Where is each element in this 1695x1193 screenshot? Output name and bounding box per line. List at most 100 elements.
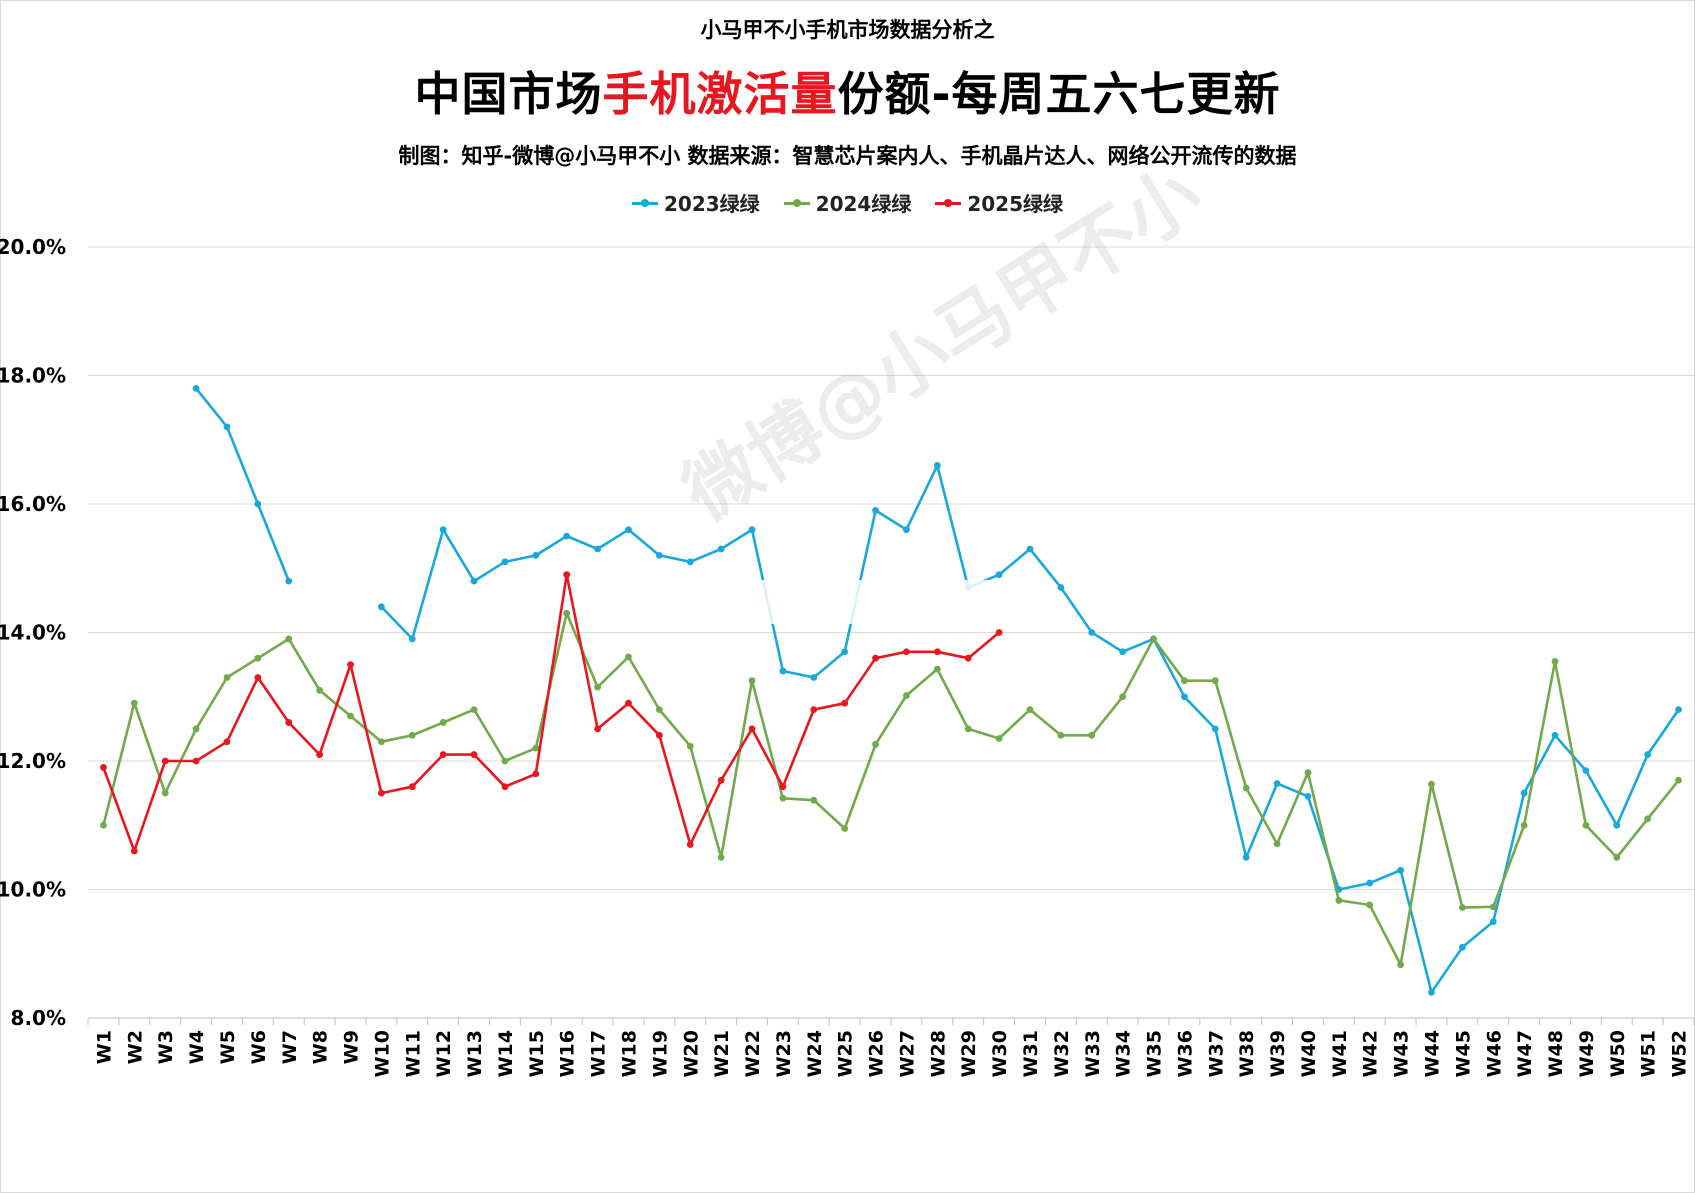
chart-credit: 制图：知乎-微博@小马甲不小 数据来源：智慧芯片案内人、手机晶片达人、网络公开流… [398, 144, 1297, 168]
data-point-0 [1211, 725, 1219, 733]
data-point-0 [903, 526, 910, 534]
data-point-0 [841, 648, 849, 656]
data-point-1 [903, 692, 910, 699]
data-point-0 [686, 558, 694, 566]
legend-swatch-2024 [783, 197, 810, 209]
x-tick-label: W46 [1483, 1030, 1505, 1077]
data-point-2 [779, 783, 787, 791]
data-point-2 [161, 757, 169, 765]
data-point-1 [1520, 821, 1528, 829]
data-point-1 [378, 738, 385, 746]
x-tick-label: W27 [896, 1030, 918, 1077]
x-tick-label: W35 [1144, 1030, 1166, 1077]
x-tick-label: W4 [186, 1030, 208, 1064]
data-point-1 [748, 677, 756, 685]
x-tick-label: W19 [649, 1030, 671, 1077]
data-point-0 [1057, 584, 1065, 591]
x-tick-label: W11 [402, 1030, 424, 1077]
data-point-0 [655, 552, 663, 559]
data-point-0 [717, 545, 725, 553]
x-tick-label: W45 [1452, 1030, 1474, 1077]
data-point-1 [192, 725, 200, 733]
x-tick-label: W3 [155, 1030, 177, 1064]
data-point-2 [686, 841, 694, 848]
data-point-0 [285, 577, 293, 585]
data-point-1 [686, 742, 694, 750]
series-line-1 [102, 611, 1680, 967]
legend: 2023绿绿 2024绿绿 2025绿绿 [0, 188, 1695, 217]
x-tick-label: W40 [1298, 1030, 1320, 1077]
data-point-1 [1119, 693, 1127, 701]
data-point-0 [594, 545, 601, 553]
legend-label-2025: 2025绿绿 [967, 192, 1063, 216]
data-point-2 [254, 674, 262, 681]
x-tick-label: W21 [711, 1030, 733, 1077]
data-point-1 [223, 674, 231, 681]
x-tick-label: W6 [248, 1030, 270, 1064]
data-point-1 [254, 654, 262, 662]
legend-label-2023: 2023绿绿 [663, 192, 760, 216]
legend-item-2025[interactable]: 2025绿绿 [935, 188, 1063, 217]
x-tick-label: W15 [526, 1030, 548, 1077]
legend-item-2023[interactable]: 2023绿绿 [631, 188, 760, 217]
legend-item-2024[interactable]: 2024绿绿 [783, 188, 911, 217]
data-point-1 [1675, 776, 1682, 784]
data-point-1 [316, 686, 324, 694]
data-point-0 [408, 635, 416, 643]
data-point-1 [1489, 903, 1497, 911]
data-point-2 [964, 654, 972, 662]
data-point-0 [1366, 879, 1374, 887]
x-tick-label: W51 [1638, 1030, 1660, 1077]
title-suffix: 份额-每周五六七更新 [837, 67, 1281, 121]
title-prefix: 中国市场 [414, 67, 603, 121]
data-point-0 [872, 507, 879, 514]
watermark-badge [690, 580, 1010, 624]
y-tick-label: 10.0% [0, 878, 66, 902]
data-point-2 [223, 738, 231, 746]
y-tick-label: 14.0% [0, 621, 66, 645]
x-tick-label: W37 [1205, 1030, 1227, 1077]
data-point-1 [1613, 853, 1621, 861]
data-point-0 [532, 552, 540, 559]
data-point-0 [1520, 789, 1528, 797]
x-tick-label: W38 [1236, 1030, 1258, 1077]
data-point-0 [563, 532, 571, 540]
y-tick-label: 18.0% [0, 364, 66, 388]
data-point-1 [1335, 897, 1343, 904]
x-tick-label: W31 [1020, 1030, 1042, 1077]
data-point-0 [1675, 706, 1682, 713]
data-point-1 [470, 706, 478, 713]
data-point-2 [130, 847, 138, 855]
data-point-0 [1644, 751, 1652, 758]
data-point-1 [1551, 658, 1559, 665]
x-tick-label: W23 [773, 1030, 795, 1077]
legend-swatch-2023 [631, 197, 658, 209]
data-point-2 [470, 751, 478, 758]
x-tick-label: W52 [1669, 1030, 1691, 1077]
data-point-1 [100, 821, 107, 829]
data-point-2 [748, 725, 756, 733]
data-point-1 [1582, 821, 1590, 829]
x-tick-label: W48 [1545, 1030, 1567, 1077]
data-point-1 [1366, 901, 1374, 909]
data-point-1 [779, 794, 787, 802]
y-tick-label: 16.0% [0, 492, 66, 516]
data-point-2 [316, 751, 324, 758]
data-point-0 [1242, 853, 1250, 861]
x-tick-label: W17 [588, 1030, 610, 1077]
data-point-1 [594, 683, 601, 691]
data-point-0 [1582, 767, 1590, 775]
data-point-0 [439, 526, 447, 534]
x-tick-label: W26 [866, 1030, 888, 1077]
data-point-1 [1211, 677, 1219, 685]
data-point-2 [347, 661, 354, 669]
x-tick-label: W8 [310, 1030, 332, 1064]
data-point-1 [501, 757, 509, 765]
data-point-0 [1551, 731, 1559, 739]
data-point-1 [1428, 780, 1435, 788]
data-point-0 [501, 558, 509, 566]
x-tick-label: W2 [124, 1030, 146, 1064]
data-point-1 [408, 731, 416, 739]
data-point-1 [1181, 677, 1188, 685]
